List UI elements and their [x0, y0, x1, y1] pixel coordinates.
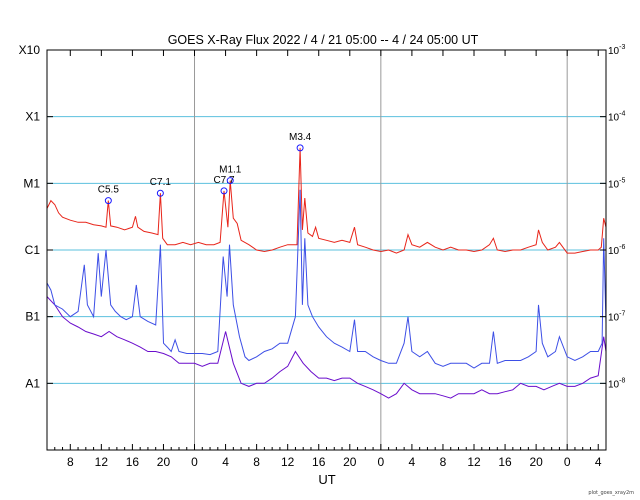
right-axis-base: 10	[608, 313, 620, 324]
x-axis-tick-label: 20	[157, 455, 171, 469]
right-axis-base: 10	[608, 179, 620, 190]
x-axis-label: UT	[318, 472, 335, 487]
flare-marker	[220, 187, 228, 195]
left-axis-label: A1	[25, 376, 40, 390]
series-line	[46, 296, 607, 399]
x-axis-tick-label: 0	[191, 455, 198, 469]
x-axis-tick-label: 8	[440, 455, 447, 469]
flare-label: C7.1	[150, 177, 172, 188]
series-line	[46, 147, 607, 254]
flare-marker	[226, 177, 234, 185]
right-axis-exponent: -3	[619, 44, 625, 51]
left-axis: X10 X1 M1 C1 B1 A1	[19, 43, 53, 390]
right-axis-label: 10-3	[608, 44, 625, 57]
right-axis-exponent: -6	[619, 244, 625, 251]
left-axis-label: C1	[25, 243, 41, 257]
x-axis-tick-label: 4	[409, 455, 416, 469]
credit-text: plot_goes_xray2m	[588, 490, 634, 496]
x-axis-tick-label: 16	[126, 455, 140, 469]
right-axis-exponent: -7	[619, 311, 625, 318]
x-axis-tick-label: 16	[312, 455, 326, 469]
x-axis-tick-label: 8	[67, 455, 74, 469]
right-axis-exponent: -5	[619, 177, 625, 184]
x-axis-tick-label: 20	[529, 455, 543, 469]
right-axis: 10-310-410-510-610-710-8	[600, 44, 625, 390]
right-axis-base: 10	[608, 46, 620, 57]
right-axis-label: 10-5	[608, 177, 625, 190]
right-axis-exponent: -8	[619, 377, 625, 384]
left-axis-label: M1	[23, 176, 40, 190]
flare-label: C5.5	[98, 185, 120, 196]
flare-markers: C5.5 C7.1 C7.7M1.1 M3.4	[98, 132, 312, 205]
x-axis-tick-label: 8	[253, 455, 260, 469]
right-axis-base: 10	[608, 379, 620, 390]
flare-marker	[104, 197, 112, 205]
right-axis-base: 10	[608, 113, 620, 124]
flux-series	[46, 147, 607, 399]
right-axis-label: 10-6	[608, 244, 625, 257]
x-axis-tick-label: 12	[281, 455, 295, 469]
x-axis-tick-label: 20	[343, 455, 357, 469]
flare-marker	[156, 189, 164, 197]
left-axis-label: X1	[25, 110, 40, 124]
right-axis-base: 10	[608, 246, 620, 257]
x-axis-tick-label: 12	[467, 455, 481, 469]
left-axis-label: B1	[25, 310, 40, 324]
flare-label: M3.4	[289, 132, 312, 143]
right-axis-label: 10-8	[608, 377, 625, 390]
x-axis-tick-label: 0	[378, 455, 385, 469]
right-axis-exponent: -4	[619, 111, 625, 118]
left-axis-label: X10	[19, 43, 41, 57]
flare-marker	[296, 144, 304, 152]
x-axis-tick-label: 12	[95, 455, 109, 469]
x-axis-tick-label: 0	[564, 455, 571, 469]
series-line	[46, 189, 607, 369]
x-axis-tick-label: 16	[498, 455, 512, 469]
right-axis-label: 10-7	[608, 311, 625, 324]
x-axis-tick-label: 4	[595, 455, 602, 469]
grid-lines	[47, 116, 606, 384]
flare-label: C7.7	[213, 175, 235, 186]
chart-title: GOES X-Ray Flux 2022 / 4 / 21 05:00 -- 4…	[168, 33, 479, 47]
x-axis: 8 12 16 20 0 4 8 12 16 20 0 4 8 12 16 20 0 4	[54, 50, 602, 469]
flare-label: M1.1	[219, 165, 242, 176]
right-axis-label: 10-4	[608, 111, 625, 124]
x-axis-tick-label: 4	[222, 455, 229, 469]
day-boundary-lines	[194, 50, 568, 450]
